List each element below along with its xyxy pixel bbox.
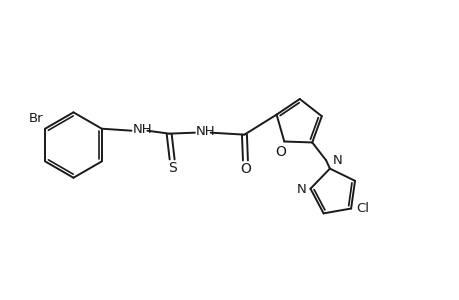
Text: NH: NH <box>196 125 215 138</box>
Text: Br: Br <box>28 112 43 125</box>
Text: O: O <box>274 146 285 160</box>
Text: Cl: Cl <box>355 202 368 215</box>
Text: N: N <box>332 154 342 166</box>
Text: NH: NH <box>132 123 152 136</box>
Text: O: O <box>240 162 250 176</box>
Text: N: N <box>296 183 306 196</box>
Text: S: S <box>168 161 176 176</box>
